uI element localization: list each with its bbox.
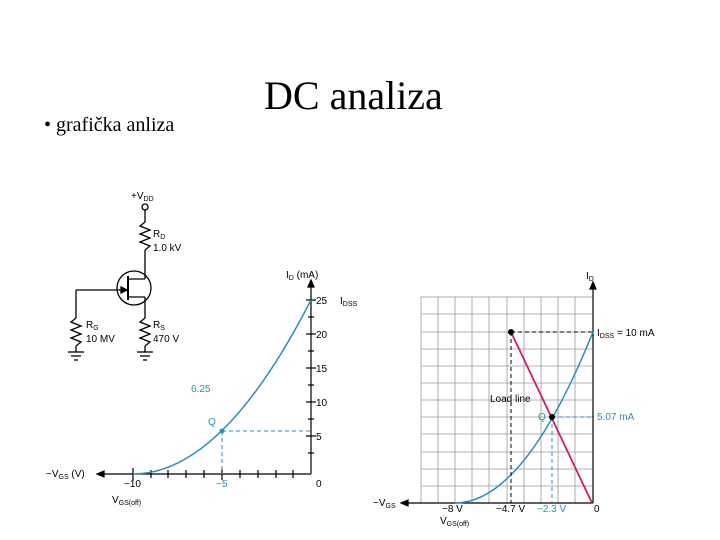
graph1-q-label: Q	[208, 417, 216, 428]
svg-text:20: 20	[316, 330, 328, 341]
jfet-symbol	[116, 270, 152, 306]
graph1-q-value: 6.25	[191, 384, 211, 395]
svg-text:15: 15	[316, 364, 328, 375]
graph2-q-label: Q	[538, 412, 546, 423]
graph2-x-47-label: −4.7 V	[496, 504, 526, 515]
graph1-y-tick-labels: 25 20 15 10 5 0	[316, 296, 328, 490]
rd-value: 1.0 kV	[153, 243, 182, 254]
graph2-idss-label: IDSS = 10 mA	[597, 328, 655, 340]
graph2-x-label: −VGS	[373, 498, 396, 510]
graph2-transfer-curve	[454, 331, 594, 504]
vdd-label: +VDD	[131, 191, 154, 203]
rd-resistor	[138, 221, 152, 251]
graph1-x-label: −VGS (V)	[46, 469, 85, 481]
jfet-circuit	[68, 203, 153, 361]
graph1-x-left-label: −10	[124, 479, 141, 490]
graph2-x-0-label: 0	[594, 504, 600, 515]
graph2-x-8-label: −8 V	[442, 504, 463, 515]
bullet-text: • grafička anliza	[44, 114, 175, 136]
svg-text:0: 0	[316, 479, 322, 490]
svg-text:5: 5	[316, 432, 322, 443]
rs-value: 470 V	[153, 334, 179, 345]
svg-text:25: 25	[316, 296, 328, 307]
svg-text:10: 10	[316, 398, 328, 409]
graph1-idss-label: IDSS	[340, 296, 358, 308]
graph2-vgsoff-label: VGS(off)	[440, 516, 469, 528]
graph1-y-label: ID (mA)	[286, 270, 318, 282]
rs-resistor	[138, 317, 152, 347]
load-line-graph: ID IDSS = 10 mA Load line Q 5.07 mA −VGS…	[373, 271, 655, 528]
graph2-x-23-label: −2.3 V	[537, 504, 567, 515]
rs-label: RS	[153, 320, 165, 332]
graph1-x-mid-label: −5	[216, 479, 228, 490]
transfer-graph: ID (mA) IDSS 25 20 15 10 5 0 −VGS (V) −1…	[46, 270, 358, 507]
graph2-q-current: 5.07 mA	[597, 412, 635, 423]
graph2-load-line-label: Load line	[490, 394, 531, 405]
slide-title: DC analiza	[264, 73, 443, 118]
rd-label: RD	[153, 229, 165, 241]
graph2-q-point	[549, 414, 555, 420]
graph1-q-point	[219, 428, 225, 434]
graph1-vgsoff-label: VGS(off)	[112, 495, 141, 507]
circuit-labels: +VDD RD 1.0 kV RG 10 MV RS 470 V	[86, 191, 182, 345]
rg-resistor	[69, 317, 83, 347]
graph2-y-label: ID	[586, 271, 594, 283]
graph2-idss-point	[508, 329, 514, 335]
rg-label: RG	[86, 320, 99, 332]
rg-value: 10 MV	[86, 334, 115, 345]
